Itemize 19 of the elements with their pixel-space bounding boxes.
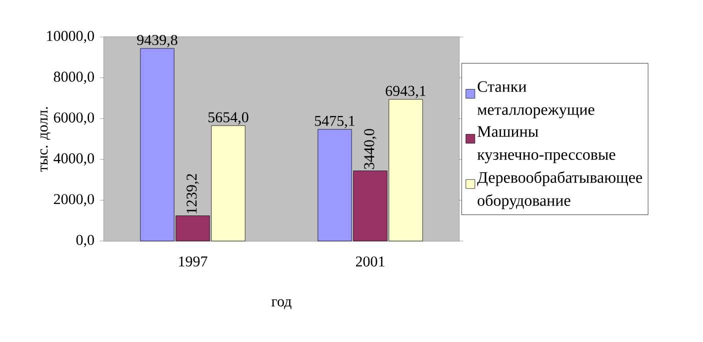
y-tick-label: 4000,0 bbox=[54, 153, 94, 166]
data-label: 5475,1 bbox=[315, 116, 354, 128]
legend-label: Машины кузнечно-прессовые bbox=[477, 126, 616, 164]
legend-label: Станки металлорежущие bbox=[477, 81, 594, 118]
data-label: 3440,0 bbox=[364, 128, 376, 169]
x-tick-label: 2001 bbox=[356, 256, 384, 267]
y-axis-title: тыс. долл. bbox=[40, 107, 50, 172]
x-axis-title: год bbox=[272, 299, 292, 310]
y-tick-label: 0,0 bbox=[76, 234, 94, 248]
data-label: 9439,8 bbox=[137, 34, 178, 48]
data-label: 6943,1 bbox=[386, 86, 426, 98]
y-tick-label: 2000,0 bbox=[54, 194, 94, 206]
y-tick-label: 6000,0 bbox=[54, 112, 94, 125]
legend-label: Деревообрабатывающее оборудование bbox=[477, 171, 642, 210]
data-label: 5654,0 bbox=[208, 112, 248, 124]
y-tick-label: 10000,0 bbox=[47, 30, 94, 44]
y-tick-label: 8000,0 bbox=[54, 72, 94, 84]
x-tick-label: 1997 bbox=[179, 256, 208, 267]
data-label: 1239,2 bbox=[186, 174, 199, 214]
